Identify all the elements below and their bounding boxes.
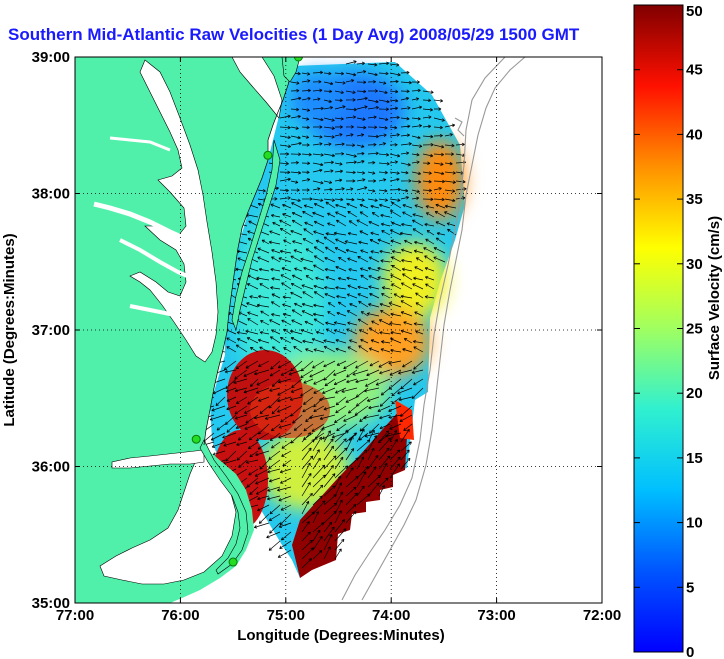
x-tick-label: 72:00 [583,607,621,624]
speed-patch-orange-northeast [416,140,464,220]
y-tick-label: 36:00 [32,459,70,476]
y-tick-label: 37:00 [32,322,70,339]
x-tick-label: 76:00 [161,607,199,624]
colorbar-tick-label: 20 [686,385,703,402]
radar-station-marker [293,57,303,62]
land-cape-may-peninsula [281,57,301,83]
colorbar-tick-label: 30 [686,256,703,273]
radar-station-marker [191,434,201,444]
land-masses [75,57,301,603]
x-tick-label: 77:00 [56,607,94,624]
colorbar-tick-label: 5 [686,579,694,596]
speed-patch-yellow-east [383,242,447,318]
grid-lines [75,57,602,603]
isobath-inner [361,57,526,601]
velocity-arrows [200,60,467,569]
colorbar-label: Surface Velocity (cm/s) [706,216,723,380]
speed-patch-red-outer [250,382,330,438]
x-tick-label: 74:00 [372,607,410,624]
water-albemarle-sound [111,449,205,469]
colorbar-tick-label: 10 [686,515,703,532]
colorbar-tick-label: 50 [686,3,703,20]
hf-radar-stations [191,57,303,567]
radar-station-marker [228,557,238,567]
colorbar-tick-label: 35 [686,191,703,208]
water-pamlico-sound [99,451,237,585]
velocity-arrow-vectors [200,60,467,569]
colorbar-tick-label: 45 [686,62,703,79]
speed-patch-teal-central [235,210,325,390]
coastline-detail [203,57,297,446]
water-rappahannock-river [119,238,197,282]
colorbar-gradient [634,5,683,652]
axis-ticks [74,56,603,604]
water-delaware-bay [231,57,283,119]
colorbar-tick-label: 40 [686,126,703,143]
x-tick-label: 73:00 [477,607,515,624]
x-axis-tick-labels: 77:00 76:00 75:00 74:00 73:00 72:00 [56,607,621,624]
isobath-canyon [454,117,465,137]
water-chesapeake-bay [129,59,219,363]
land-outer-banks [199,439,249,575]
water-potomac-river [93,201,190,243]
x-tick-label: 75:00 [267,607,305,624]
water-york-james-river [129,304,207,330]
isobath-outer [341,57,506,601]
colorbar-tick-label: 0 [686,644,694,659]
speed-patch-slow-north-west [290,72,346,128]
plot-area [75,57,602,603]
y-tick-label: 38:00 [32,186,70,203]
colorbar-tick-label: 25 [686,321,703,338]
speed-patch-gulf-stream [292,410,408,578]
y-tick-label: 35:00 [32,595,70,612]
y-tick-label: 39:00 [32,49,70,66]
chart-title: Southern Mid-Atlantic Raw Velocities (1 … [8,25,580,44]
colorbar-tick-label: 15 [686,450,703,467]
y-axis-tick-labels: 39:00 38:00 37:00 36:00 35:00 [32,49,70,612]
isobath-contours [341,57,526,601]
radar-station-marker [263,150,273,160]
x-axis-label: Longitude (Degrees:Minutes) [237,627,445,644]
y-axis-label: Latitude (Degrees:Minutes) [1,233,18,426]
water-upper-bay-creek [109,136,171,152]
